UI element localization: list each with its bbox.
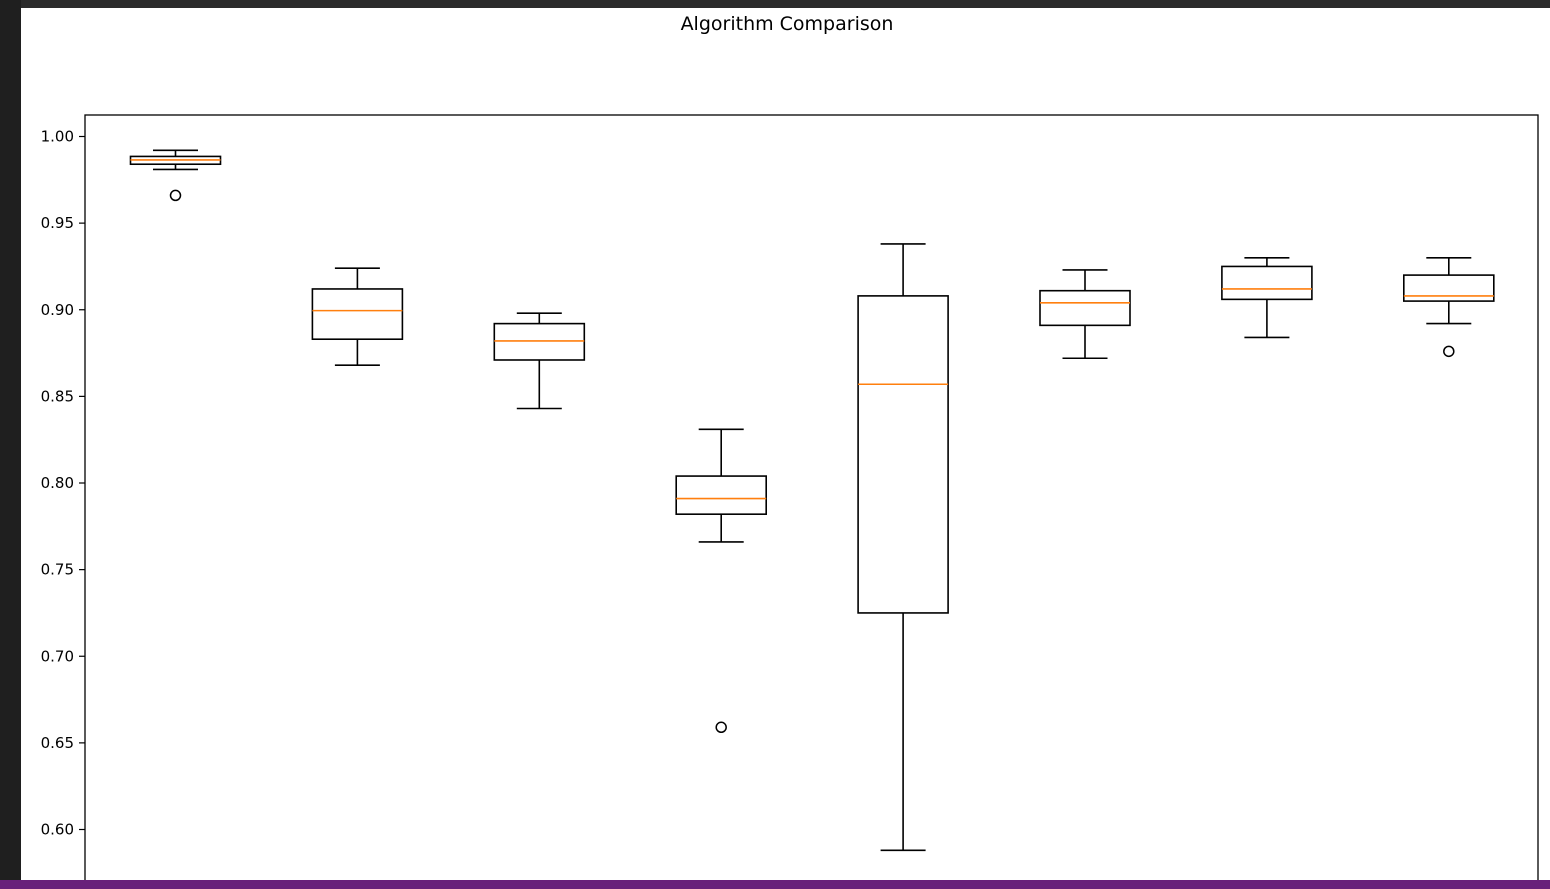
box-7 (1221, 256, 1313, 339)
box-5 (857, 243, 949, 852)
y-tick-label: 1.00 (41, 128, 74, 146)
outlier-point (169, 189, 182, 202)
status-bar (0, 880, 1550, 889)
y-tick-label: 0.75 (41, 561, 74, 579)
box-1 (129, 149, 222, 202)
outlier-point (1443, 345, 1455, 358)
plot-area-frame (84, 114, 1539, 880)
window-top-strip (0, 0, 1550, 8)
y-tick-label: 0.95 (41, 214, 74, 232)
box-3 (493, 312, 586, 410)
iqr-box (857, 295, 949, 614)
chart-title: Algorithm Comparison (681, 13, 894, 35)
y-tick-label: 0.70 (41, 647, 74, 665)
iqr-box (675, 475, 768, 515)
iqr-box (311, 288, 404, 341)
boxes-layer (129, 149, 1495, 852)
y-tick-label: 0.65 (41, 734, 74, 752)
y-tick-label: 0.85 (41, 387, 74, 405)
iqr-box (493, 322, 586, 361)
iqr-box (1403, 274, 1495, 302)
editor-left-strip (0, 0, 21, 880)
box-8 (1403, 256, 1495, 358)
y-axis: 1.00 0.95 0.90 0.85 0.80 0.75 0.70 0.65 0.60 (41, 128, 85, 839)
y-tick-label: 0.80 (41, 474, 74, 492)
box-2 (311, 267, 404, 366)
iqr-box (1221, 265, 1313, 301)
outlier-point (715, 721, 727, 734)
y-tick-label: 0.60 (41, 821, 74, 839)
box-4 (675, 428, 768, 734)
iqr-box (1039, 289, 1131, 327)
y-tick-label: 0.90 (41, 301, 74, 319)
box-6 (1039, 269, 1131, 360)
